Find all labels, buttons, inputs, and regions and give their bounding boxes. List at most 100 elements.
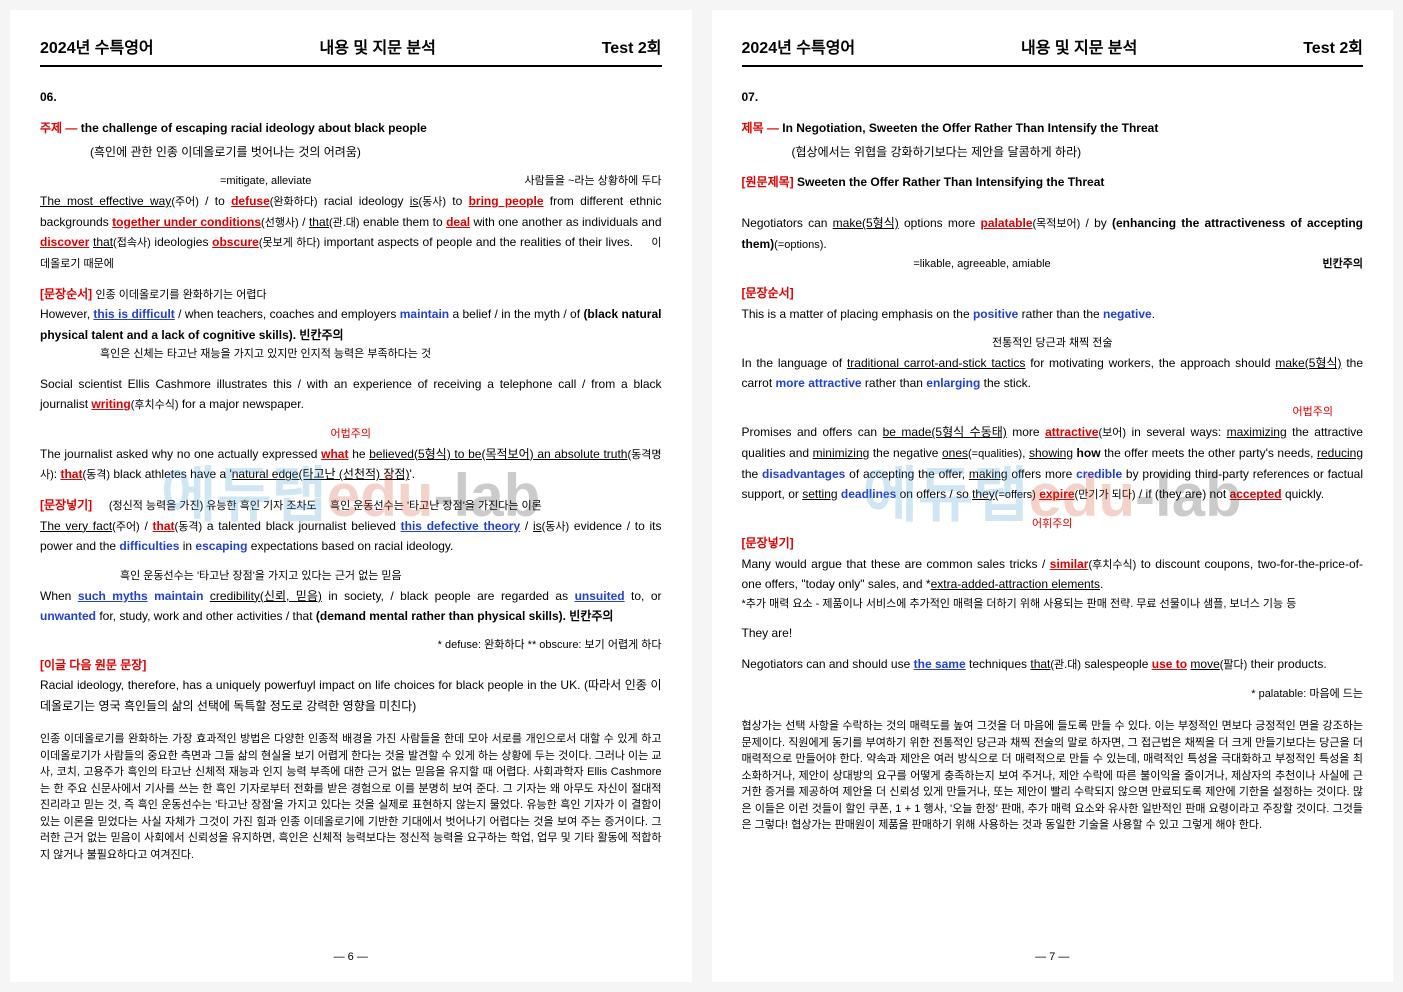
next-label: [이글 다음 원문 문장] <box>40 655 662 675</box>
note: (관.대) <box>1050 659 1081 671</box>
note: (동사) <box>418 196 446 208</box>
note: (후치수식) <box>131 399 179 411</box>
kw-similar: similar <box>1050 557 1089 571</box>
paragraph-7: Negotiators can and should use the same … <box>742 654 1364 675</box>
text: The journalist asked why no one actually… <box>40 447 321 461</box>
text: in society, / black people are regarded … <box>322 589 575 603</box>
note: (주어) <box>171 196 199 208</box>
kw-enl: enlarging <box>926 376 980 390</box>
page-left: 에듀랩edu-lab 2024년 수특영어 내용 및 지문 분석 Test 2회… <box>10 10 692 982</box>
insert-note1: (정신적 능력을 가진) 유능한 흑인 기자 조차도 <box>109 500 317 512</box>
note: (선행사) <box>261 217 299 229</box>
kw-bemade: be made(5형식 수동태) <box>883 425 1007 439</box>
title-line: 제목 — In Negotiation, Sweeten the Offer R… <box>742 118 1364 138</box>
text: their products. <box>1247 657 1326 671</box>
kw-max: maximizing <box>1227 425 1287 439</box>
note: (접속사) <box>113 237 151 249</box>
kw-dis: disadvantages <box>762 467 845 481</box>
blank-note: 빈칸주의 <box>1323 255 1363 274</box>
text: salespeople <box>1081 657 1152 671</box>
kw-escaping: escaping <box>195 539 247 553</box>
gloss-inline: =likable, agreeable, amiable <box>913 255 1050 274</box>
text: / if (they are) not <box>1136 487 1230 501</box>
text: to <box>446 194 469 208</box>
text: rather than <box>862 376 927 390</box>
text: This is a matter of placing emphasis on … <box>742 307 973 321</box>
kw-set: setting <box>802 487 837 501</box>
kw-that: that <box>153 519 175 533</box>
text: with one another as individuals and <box>470 215 661 229</box>
text: . <box>823 237 826 251</box>
paragraph-5: Many would argue that these are common s… <box>742 554 1364 614</box>
title-label: 제목 — <box>742 121 779 135</box>
text: racial ideology <box>318 194 410 208</box>
kw-that2: that <box>93 235 113 249</box>
orig-title: Sweeten the Offer Rather Than Intensifyi… <box>797 175 1104 189</box>
text: black athletes have a ' <box>110 467 232 481</box>
kw-show: showing <box>1029 446 1073 460</box>
order-label: [문장순서] <box>742 283 1364 303</box>
kw-same: the same <box>914 657 966 671</box>
text: offers more <box>1008 467 1077 481</box>
kw-deal: deal <box>446 215 470 229</box>
paragraph-1: The most effective way(주어) / to defuse(완… <box>40 191 662 274</box>
kw-bring: bring people <box>469 194 544 208</box>
note: (못보게 하다) <box>259 237 320 249</box>
note: (주어) <box>112 521 140 533</box>
paragraph-4: The journalist asked why no one actually… <box>40 444 662 485</box>
kw-trad: traditional carrot-and-stick tactics <box>847 356 1025 370</box>
text: / to <box>199 194 231 208</box>
text: In the language of <box>742 356 847 370</box>
text: of accepting the offer, <box>845 467 969 481</box>
insert-label: [문장넣기] <box>40 498 92 512</box>
kw-they: they <box>972 487 995 501</box>
paragraph-6: They are! <box>742 623 1364 643</box>
header-center: 내용 및 지문 분석 <box>319 35 435 62</box>
header-right: Test 2회 <box>602 35 662 62</box>
kw-unsuited: unsuited <box>575 589 625 603</box>
paragraph-7: Racial ideology, therefore, has a unique… <box>40 675 662 716</box>
orig-label: [원문제목] <box>742 175 794 189</box>
kw-unwanted: unwanted <box>40 609 96 623</box>
kw-believed: believed(5형식) to be(목적보어) an absolute tr… <box>369 447 627 461</box>
kw-cred: credibility(신뢰, 믿음) <box>210 589 322 603</box>
note: (목적보어) <box>1033 218 1081 230</box>
text: The most effective way <box>40 194 171 208</box>
paragraph-3: In the language of traditional carrot-an… <box>742 353 1364 394</box>
text: rather than the <box>1018 307 1103 321</box>
kw-ones: ones <box>942 446 968 460</box>
text: techniques <box>966 657 1031 671</box>
kw-diff: difficulties <box>119 539 179 553</box>
kw-this: this is difficult <box>93 307 174 321</box>
text: / <box>299 215 309 229</box>
question-number: 06. <box>40 87 662 107</box>
kw-use: use to <box>1152 657 1187 671</box>
text: he <box>348 447 369 461</box>
kw-demand: (demand mental rather than physical skil… <box>316 609 563 623</box>
paragraph-6: When such myths maintain credibility(신뢰,… <box>40 586 662 627</box>
page-header: 2024년 수특영어 내용 및 지문 분석 Test 2회 <box>40 35 662 67</box>
text: However, <box>40 307 93 321</box>
myth-note: 흑인 운동선수는 '타고난 장점'을 가지고 있다는 근거 없는 믿음 <box>120 567 662 586</box>
vocab-note: 어휘주의 <box>742 515 1364 534</box>
kw-that: that <box>60 467 82 481</box>
kw-maintain: maintain <box>154 589 203 603</box>
blank-note: . 빈칸주의 <box>293 328 344 342</box>
text: in <box>179 539 195 553</box>
note: (완화하다) <box>270 196 318 208</box>
page-container: 에듀랩edu-lab 2024년 수특영어 내용 및 지문 분석 Test 2회… <box>0 0 1403 992</box>
note: (보어) <box>1098 427 1126 439</box>
kw-defuse: defuse <box>231 194 270 208</box>
note: (관.대) <box>329 217 360 229</box>
kw-red: reducing <box>1317 446 1363 460</box>
page-number: — 7 — <box>712 948 1394 967</box>
note: (=offers) <box>995 489 1036 501</box>
kw-attr: more attractive <box>776 376 862 390</box>
text: quickly. <box>1282 487 1324 501</box>
page-right: 에듀랩edu-lab 2024년 수특영어 내용 및 지문 분석 Test 2회… <box>712 10 1394 982</box>
order-label: [문장순서] <box>40 287 92 301</box>
topic-ko: (흑인에 관한 인종 이데올로기를 벗어나는 것의 어려움) <box>90 142 662 162</box>
anno-right: 사람들을 ~라는 상황하에 두다 <box>524 172 661 191</box>
text: important aspects of people and the real… <box>320 235 633 249</box>
text: When <box>40 589 78 603</box>
